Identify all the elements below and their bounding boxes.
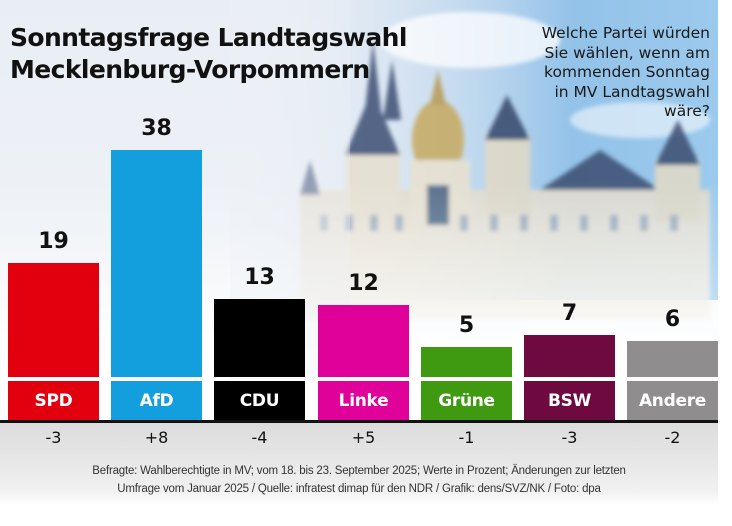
bar-linke bbox=[318, 305, 409, 377]
value-label: 38 bbox=[141, 116, 172, 141]
change-value: -3 bbox=[561, 428, 578, 447]
survey-question: Welche Partei würden Sie wählen, wenn am… bbox=[480, 24, 710, 122]
value-label: 6 bbox=[664, 307, 681, 332]
bar-afd bbox=[111, 150, 202, 377]
title-line: Mecklenburg-Vorpommern bbox=[10, 55, 370, 84]
question-line: kommenden Sonntag bbox=[544, 63, 710, 81]
changes-band bbox=[0, 422, 718, 505]
party-label: Grüne bbox=[421, 381, 512, 421]
bar-andere bbox=[627, 341, 718, 377]
change-value: -2 bbox=[664, 428, 681, 447]
change-value: -3 bbox=[45, 428, 62, 447]
party-label: SPD bbox=[8, 381, 99, 421]
value-label: 5 bbox=[458, 313, 475, 338]
castle-photo bbox=[0, 0, 718, 380]
party-label: Linke bbox=[318, 381, 409, 421]
change-value: -1 bbox=[458, 428, 475, 447]
footnote-line: Befragte: Wahlberechtigte in MV; vom 18.… bbox=[92, 465, 626, 477]
axis-baseline bbox=[0, 420, 718, 423]
change-value: -4 bbox=[251, 428, 268, 447]
value-label: 19 bbox=[38, 229, 69, 254]
party-label: AfD bbox=[111, 381, 202, 421]
change-value: +8 bbox=[144, 428, 169, 447]
question-line: Welche Partei würden bbox=[541, 24, 710, 42]
bar-spd bbox=[8, 263, 99, 377]
value-label: 12 bbox=[348, 271, 379, 296]
value-label: 13 bbox=[244, 265, 275, 290]
bar-cdu bbox=[214, 299, 305, 377]
chart-title: Sonntagsfrage Landtagswahl Mecklenburg-V… bbox=[10, 22, 407, 86]
footnote-line: Umfrage vom Januar 2025 / Quelle: infrat… bbox=[117, 483, 601, 495]
change-value: +5 bbox=[351, 428, 376, 447]
bar-bsw bbox=[524, 335, 615, 377]
title-line: Sonntagsfrage Landtagswahl bbox=[10, 23, 407, 52]
bar-grne bbox=[421, 347, 512, 377]
party-label: BSW bbox=[524, 381, 615, 421]
question-line: in MV Landtagswahl bbox=[554, 82, 710, 101]
infographic: Sonntagsfrage Landtagswahl Mecklenburg-V… bbox=[0, 0, 718, 505]
party-label: CDU bbox=[214, 381, 305, 421]
party-label: Andere bbox=[627, 381, 718, 421]
question-line: wäre? bbox=[664, 102, 710, 120]
value-label: 7 bbox=[561, 301, 578, 326]
question-line: Sie wählen, wenn am bbox=[544, 43, 710, 62]
